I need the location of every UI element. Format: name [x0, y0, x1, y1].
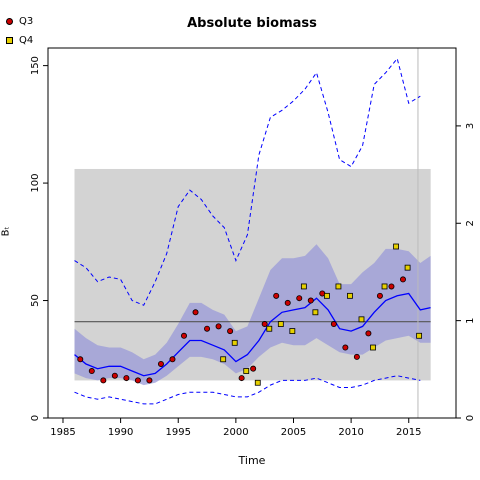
- legend-label-q4: Q4: [19, 35, 34, 46]
- x-tick-label: 2000: [223, 427, 248, 438]
- q4-point: [416, 332, 423, 339]
- q3-point: [250, 365, 257, 372]
- q3-point: [261, 321, 268, 328]
- chart-title: Absolute biomass: [187, 16, 317, 31]
- axes: 1985 1990 1995 2000 2005 2010 2015 0 50 100 150 0 1 2…: [30, 47, 476, 438]
- q3-point: [388, 283, 395, 290]
- x-tick-label: 2015: [396, 427, 421, 438]
- q3-point: [296, 295, 303, 302]
- q4-point: [289, 328, 296, 334]
- y2-tick-label: 1: [465, 317, 476, 323]
- q3-point: [273, 292, 280, 299]
- q3-point: [123, 375, 130, 382]
- estimate-line: [74, 292, 431, 377]
- q3-point: [376, 292, 383, 299]
- x-tick-label: 1990: [108, 427, 133, 438]
- q3-point: [180, 332, 187, 339]
- y2-tick-label: 3: [465, 123, 476, 129]
- q3-point: [134, 377, 141, 384]
- q4-point: [277, 321, 284, 327]
- q4-point: [312, 309, 319, 316]
- q3-point: [77, 356, 84, 363]
- q4-point: [335, 283, 342, 290]
- q3-point: [353, 353, 360, 360]
- q4-point: [220, 356, 227, 363]
- y-tick-label: 150: [30, 56, 41, 75]
- q4-point: [231, 339, 238, 346]
- q4-point: [347, 292, 353, 299]
- q4-point: [358, 316, 365, 323]
- x-tick-label: 1995: [166, 427, 191, 438]
- q4-point: [324, 292, 330, 299]
- upper-dashed-line: [74, 57, 421, 306]
- q3-point: [330, 321, 337, 328]
- q3-point: [88, 368, 95, 375]
- q4-point: [370, 344, 376, 351]
- y-axis-label: Bₜ: [0, 226, 12, 237]
- q3-point: [100, 377, 107, 384]
- q3-point: [192, 309, 199, 316]
- q4-point: [393, 243, 399, 250]
- y-tick-label: 0: [30, 415, 41, 421]
- legend-item-q3: Q3: [6, 12, 33, 31]
- q4-point: [300, 283, 307, 290]
- x-axis-label: Time: [238, 454, 266, 467]
- x-tick-label: 1985: [50, 427, 75, 438]
- plot-frame: [47, 47, 457, 419]
- legend-label-q3: Q3: [19, 16, 34, 27]
- y2-tick-label: 0: [465, 415, 476, 421]
- q3-point: [284, 299, 291, 306]
- q4-point: [404, 264, 411, 271]
- x-tick-label: 2010: [338, 427, 363, 438]
- q3-point: [146, 377, 153, 384]
- q3-point: [399, 276, 406, 283]
- q3-point: [227, 328, 234, 335]
- y-tick-label: 50: [30, 294, 41, 307]
- q3-point: [111, 372, 118, 379]
- q4-point: [254, 379, 261, 386]
- q3-point: [238, 375, 245, 382]
- confidence-band: [74, 244, 431, 386]
- y2-tick-label: 2: [465, 220, 476, 226]
- lower-dashed-line: [74, 375, 421, 405]
- plot-area: [74, 48, 431, 418]
- q3-point: [215, 323, 222, 330]
- q3-point: [342, 344, 349, 351]
- q3-point: [157, 360, 164, 367]
- legend-marker-q3: [6, 18, 13, 25]
- q4-point: [266, 325, 273, 332]
- q3-point: [307, 297, 314, 304]
- q3-point: [365, 330, 372, 337]
- q3-point: [169, 356, 176, 363]
- legend-marker-q4: [6, 37, 13, 44]
- q3-point: [204, 325, 211, 332]
- legend: Q3 Q4: [6, 12, 33, 50]
- legend-item-q4: Q4: [6, 31, 33, 50]
- q4-point: [243, 368, 250, 374]
- y-tick-label: 100: [30, 174, 41, 193]
- x-tick-label: 2005: [281, 427, 306, 438]
- q4-point: [381, 283, 388, 290]
